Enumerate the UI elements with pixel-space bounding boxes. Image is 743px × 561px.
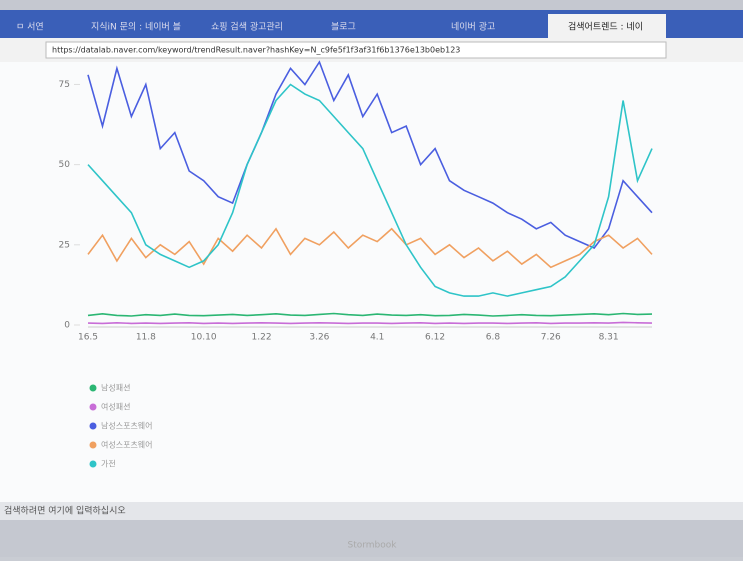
- series-line: [87, 312, 653, 317]
- legend-label: 여성패션: [101, 402, 130, 412]
- y-tick-label: 25: [59, 240, 70, 250]
- series-line: [87, 60, 653, 249]
- tab-title[interactable]: ㅁ 서연: [16, 22, 44, 33]
- active-tab-bg: [548, 14, 666, 38]
- tab-title[interactable]: 쇼핑 검색 광고관리: [211, 21, 283, 33]
- y-tick-label: 75: [59, 80, 70, 90]
- x-tick-label: 10.10: [191, 333, 217, 343]
- legend-marker: [89, 384, 97, 392]
- x-tick-label: 1.22: [252, 333, 272, 343]
- page: [0, 62, 743, 502]
- y-tick-label: 50: [59, 160, 71, 170]
- legend-label: 가전: [101, 459, 116, 469]
- x-tick-label: 6.12: [425, 333, 445, 343]
- tab-title[interactable]: 네이버 광고: [451, 21, 495, 33]
- legend-marker: [89, 422, 97, 430]
- legend-label: 남성패션: [101, 383, 130, 393]
- tab-title[interactable]: 지식iN 문의 : 네이버 블: [91, 22, 181, 33]
- legend-marker: [89, 441, 97, 449]
- x-tick-label: 4.1: [370, 333, 384, 343]
- taskbar-search[interactable]: 검색하려면 여기에 입력하십시오: [4, 505, 126, 517]
- url[interactable]: https://datalab.naver.com/keyword/trendR…: [52, 46, 460, 55]
- legend-marker: [89, 403, 97, 411]
- x-tick-label: 7.26: [541, 333, 561, 343]
- legend-marker: [89, 460, 97, 468]
- brand: Stormbook: [348, 541, 398, 551]
- x-tick-label: 8.31: [599, 333, 619, 343]
- legend-label: 남성스포츠웨어: [101, 421, 153, 431]
- series-line: [87, 83, 653, 297]
- x-tick-label: 3.26: [309, 333, 329, 343]
- tab-title[interactable]: 블로그: [331, 22, 356, 33]
- x-tick-label: 6.8: [486, 333, 501, 343]
- x-tick-label: 11.8: [136, 333, 156, 343]
- series-line: [87, 227, 653, 269]
- series-line: [87, 321, 653, 325]
- url-field: [45, 41, 667, 59]
- legend-label: 여성스포츠웨어: [101, 440, 153, 450]
- x-tick-label: 16.5: [78, 333, 98, 343]
- tab-title[interactable]: 검색어트렌드 : 네이: [568, 21, 643, 33]
- y-tick-label: 0: [64, 321, 70, 331]
- taskbar: [0, 502, 743, 520]
